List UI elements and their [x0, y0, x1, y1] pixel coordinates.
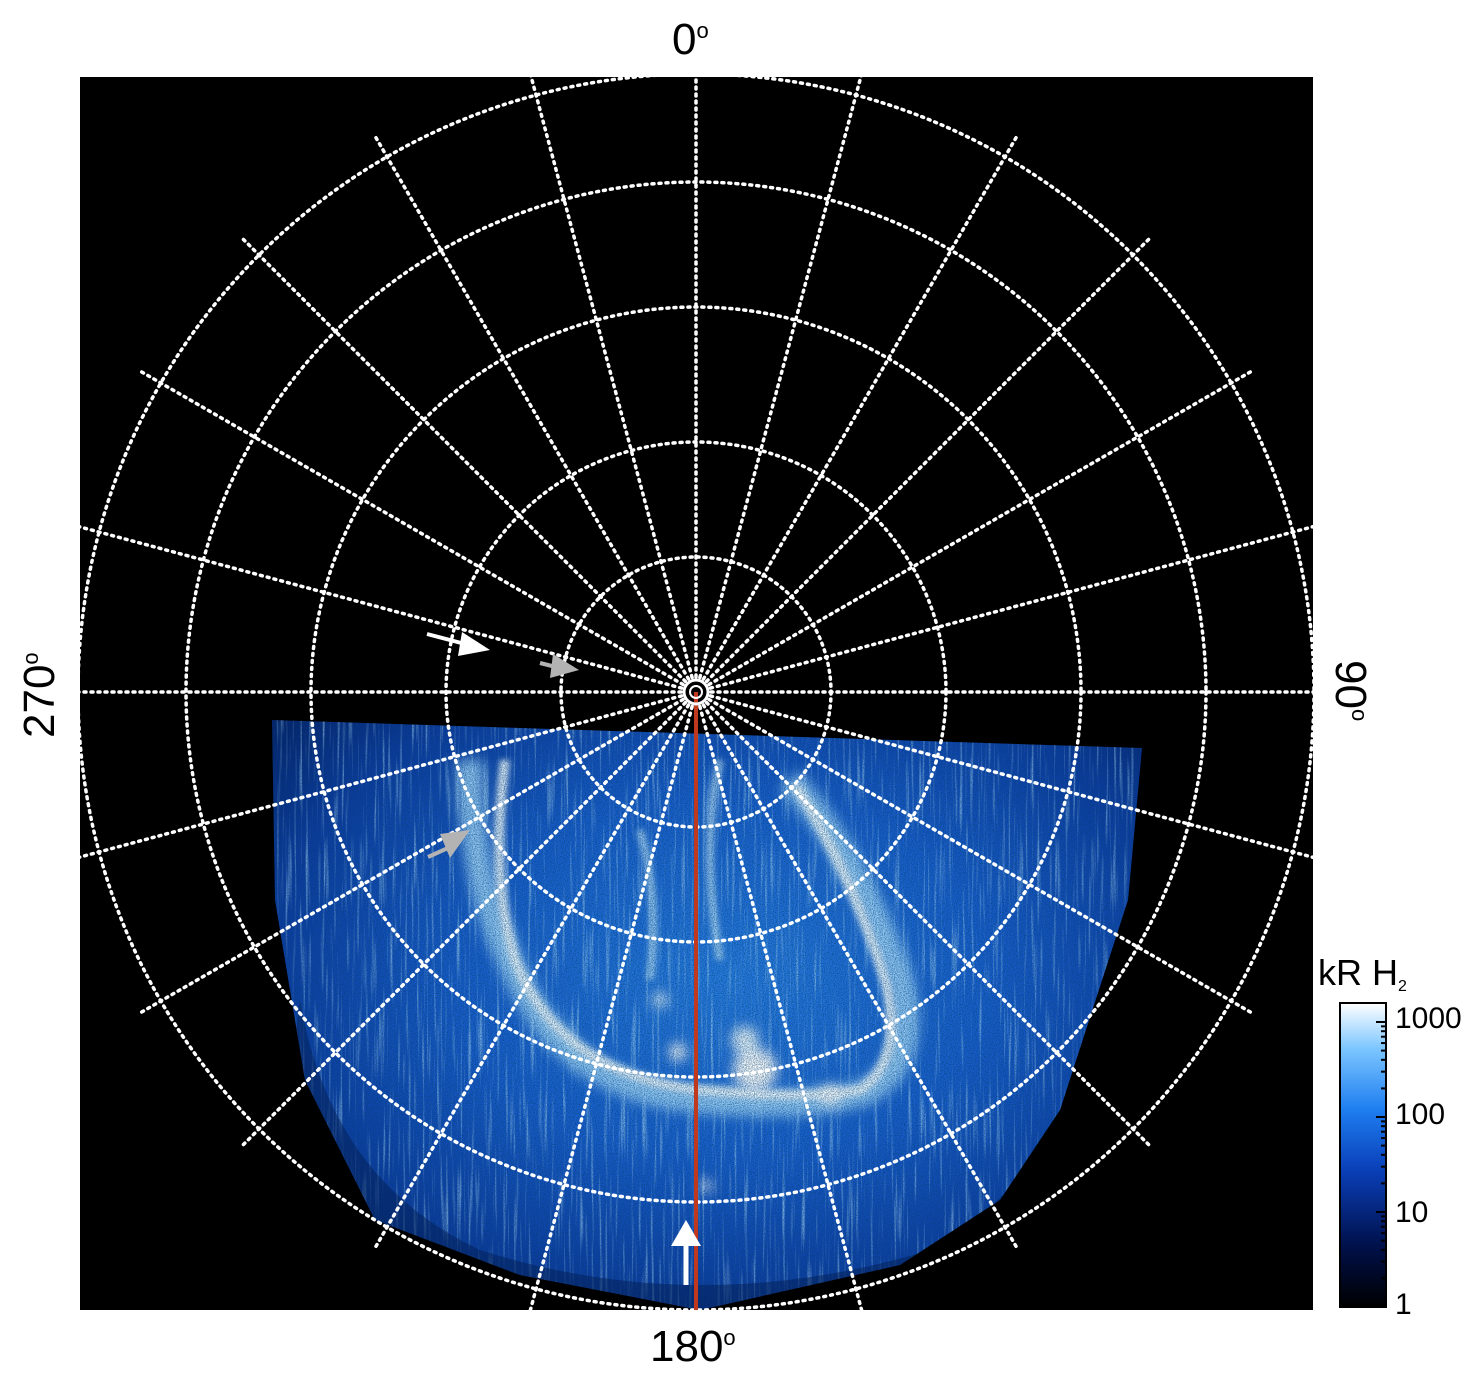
pole-marker-inner — [689, 685, 703, 699]
longitude-label-180: 180o — [650, 1322, 736, 1371]
longitude-label-0: 0o — [672, 15, 709, 64]
longitude-line — [701, 135, 1018, 681]
longitude-line — [241, 700, 688, 1147]
colorbar — [1339, 1002, 1387, 1308]
longitude-line — [374, 703, 691, 1249]
longitude-line — [707, 697, 1253, 1014]
longitude-line — [708, 694, 1313, 860]
longitude-line — [701, 703, 1018, 1249]
longitude-line — [80, 694, 684, 859]
colorbar-tick-1000: 1000 — [1395, 1002, 1462, 1035]
longitude-line — [374, 135, 691, 681]
longitude-line — [80, 525, 684, 690]
colorbar-ticks — [1376, 1021, 1386, 1308]
longitude-line — [698, 77, 863, 680]
colorbar-tick-10: 10 — [1395, 1196, 1429, 1229]
longitude-line — [708, 524, 1313, 690]
colorbar-title: kR H2 — [1318, 952, 1407, 995]
lat-long-grid — [80, 77, 1313, 1310]
longitude-line — [698, 704, 864, 1310]
arrow-gray-lower — [427, 830, 470, 859]
longitude-line — [529, 77, 694, 680]
longitude-line — [707, 370, 1253, 687]
longitude-line — [139, 370, 685, 687]
pole-marker-outer — [682, 678, 710, 706]
longitude-line — [704, 700, 1151, 1147]
longitude-line — [139, 697, 685, 1014]
colorbar-tick-100: 100 — [1395, 1098, 1446, 1131]
arrow-gray-upper — [539, 654, 579, 678]
colorbar-tick-1: 1 — [1395, 1288, 1412, 1321]
arrow-white-bottom — [671, 1220, 701, 1285]
longitude-line — [704, 237, 1151, 684]
longitude-line — [528, 704, 694, 1310]
arrow-white-left — [426, 632, 490, 656]
longitude-line — [241, 237, 688, 684]
